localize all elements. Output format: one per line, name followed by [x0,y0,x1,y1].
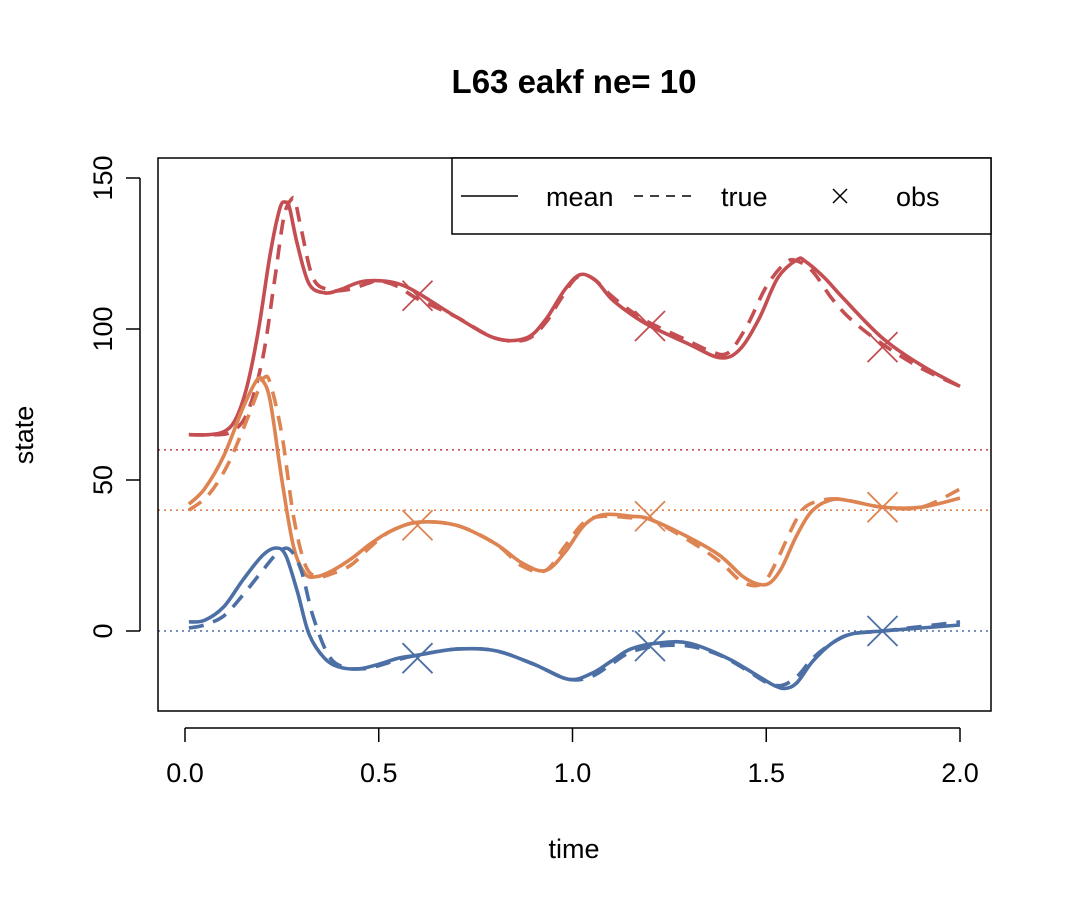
y-tick-label: 150 [88,155,118,200]
obs-marker-0-1 [634,310,666,342]
legend-obs-label: obs [896,182,940,212]
obs-marker-1-2 [866,491,899,523]
reference-lines [158,448,991,632]
obs-marker-0-2 [866,331,899,363]
legend-box [451,157,992,235]
x-tick-label: 2.0 [941,758,979,788]
x-tick-label: 1.5 [747,758,785,788]
series-lines [187,195,961,691]
y-axis-label: state [9,406,39,465]
obs-marker-stroke [634,630,666,662]
obs-marker-stroke [401,280,434,312]
obs-marker-1-1 [634,500,666,532]
obs-marker-stroke [401,509,434,541]
obs-marker-stroke [401,642,434,674]
y-axis: 0 50 100 150 [88,155,141,639]
y-tick-label: 0 [88,623,118,638]
obs-marker-stroke [866,331,899,363]
legend: mean true obs [451,157,992,235]
legend-obs-swatch [832,188,848,204]
obs-marker-stroke [634,310,666,342]
plot-frame [157,157,992,712]
legend-mean-label: mean [546,182,614,212]
obs-marker-2-1 [634,630,666,662]
true-line-1 [187,374,961,588]
mean-line-1 [187,375,961,587]
obs-marker-stroke [866,491,899,523]
x-axis: 0.0 0.5 1.0 1.5 2.0 [166,727,979,788]
obs-marker-0-0 [401,280,434,312]
x-tick-label: 0.0 [166,758,204,788]
legend-true-label: true [721,182,768,212]
obs-marker-stroke [866,615,899,647]
chart-title: L63 eakf ne= 10 [452,63,697,100]
obs-marker-2-0 [401,642,434,674]
mean-line-0 [188,200,961,437]
obs-marker-2-2 [866,615,899,647]
y-tick-label: 100 [88,306,118,351]
obs-marker-stroke [634,500,666,532]
mean-line-2 [188,546,961,691]
true-line-0 [188,195,961,437]
obs-marker-1-0 [401,509,434,541]
x-tick-label: 0.5 [360,758,398,788]
x-tick-label: 1.0 [554,758,592,788]
y-tick-label: 50 [88,465,118,495]
x-axis-label: time [548,834,599,864]
observation-markers [401,280,899,674]
